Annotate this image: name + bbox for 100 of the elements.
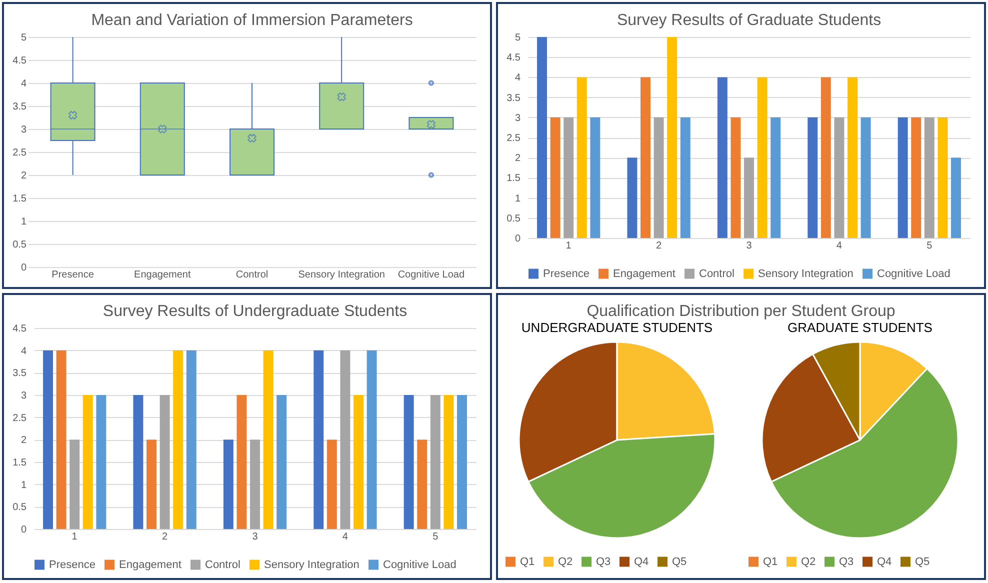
y-tick-label: 1 (20, 216, 27, 228)
bar (640, 77, 650, 238)
y-tick-label: 2.5 (12, 148, 27, 158)
bar (550, 117, 560, 238)
y-tick-label: 3.5 (12, 102, 27, 112)
bar (133, 395, 144, 529)
legend-label: Q3 (839, 556, 854, 568)
legend-label: Control (205, 558, 240, 571)
y-tick-label: 2 (20, 170, 27, 182)
chart-title: Qualification Distribution per Student Group (586, 303, 896, 321)
bar (43, 350, 53, 529)
bar (808, 117, 818, 238)
bar (236, 395, 247, 529)
bar (938, 117, 948, 238)
x-tick-label: 1 (566, 240, 572, 252)
legend-label: Q3 (596, 556, 611, 568)
y-tick-label: 3 (20, 124, 27, 136)
legend-label: Q2 (558, 556, 573, 568)
bar (576, 77, 587, 238)
bar (757, 77, 768, 238)
x-tick-label: Control (236, 270, 268, 280)
x-tick-label: Engagement (134, 270, 191, 280)
bar (537, 37, 547, 238)
y-tick-label: 2.5 (12, 412, 27, 424)
bar (430, 395, 440, 529)
bar (848, 77, 858, 238)
bar (770, 117, 781, 238)
bar (160, 395, 170, 529)
y-tick-label: 1 (20, 480, 27, 491)
bar (276, 395, 287, 529)
bar (564, 117, 574, 238)
y-tick-label: 2 (20, 435, 27, 446)
legend-label: Cognitive Load (383, 558, 456, 571)
bar (340, 350, 350, 529)
bar (444, 395, 454, 529)
y-tick-label: 3 (20, 390, 27, 402)
x-tick-label: 3 (746, 240, 752, 252)
x-tick-label: 1 (72, 532, 78, 542)
legend-label: Q1 (763, 556, 778, 568)
chart-title: Survey Results of Undergraduate Students (102, 303, 408, 320)
y-tick-label: 0 (20, 524, 27, 536)
bar (951, 158, 961, 238)
bar (654, 117, 664, 238)
x-tick-label: 5 (926, 240, 933, 252)
y-tick-label: 0.5 (12, 502, 27, 514)
y-tick-label: 3.5 (12, 368, 27, 380)
y-tick-label: 0.5 (12, 240, 27, 250)
x-tick-label: 2 (656, 240, 662, 252)
bar (173, 350, 184, 529)
x-tick-label: Cognitive Load (398, 270, 465, 280)
bar (263, 350, 274, 529)
bar (590, 117, 600, 238)
bar (70, 440, 80, 529)
bar (146, 440, 156, 529)
legend-label: Q5 (672, 556, 687, 568)
bar (680, 117, 690, 238)
y-tick-label: 5 (514, 32, 521, 44)
legend-label: Q4 (634, 556, 649, 568)
bar (96, 395, 106, 529)
bar (82, 395, 93, 529)
x-tick-label: 4 (836, 240, 842, 252)
y-tick-label: 2.5 (506, 133, 521, 144)
bar (911, 117, 922, 238)
bar (667, 37, 678, 238)
bar (404, 395, 414, 529)
chart-title: Mean and Variation of Immersion Parameters (91, 12, 413, 29)
bar (326, 440, 337, 529)
y-tick-label: 2 (514, 153, 521, 164)
legend-label: Engagement (119, 558, 182, 571)
chart-title: Survey Results of Graduate Students (616, 12, 882, 29)
x-tick-label: 5 (432, 532, 439, 542)
y-tick-label: 0.5 (506, 213, 521, 224)
bar (56, 350, 66, 529)
bar (730, 117, 741, 238)
bar (186, 350, 196, 529)
x-tick-label: 4 (342, 532, 348, 542)
y-tick-label: 1.5 (12, 458, 27, 468)
bar (366, 350, 377, 529)
y-tick-label: 4 (20, 78, 27, 90)
y-tick-label: 3.5 (506, 92, 521, 104)
chart-subtitle: GRADUATE STUDENTS (788, 320, 933, 335)
bar (924, 117, 934, 238)
x-tick-label: 3 (252, 532, 258, 542)
bar (820, 77, 831, 238)
bar (223, 440, 234, 529)
y-tick-label: 4 (514, 72, 521, 84)
bar (744, 158, 754, 238)
legend-label: Sensory Integration (264, 558, 360, 571)
y-tick-label: 0 (20, 262, 27, 274)
x-tick-label: Sensory Integration (298, 270, 385, 280)
legend-label: Presence (49, 558, 96, 571)
y-tick-label: 5 (20, 32, 27, 44)
x-tick-label: Presence (52, 270, 94, 280)
y-tick-label: 4.5 (506, 52, 521, 64)
bar (250, 440, 260, 529)
x-tick-label: 2 (162, 532, 168, 542)
y-tick-label: 4.5 (12, 324, 27, 334)
bar (354, 395, 364, 529)
bar (627, 158, 638, 238)
legend-label: Q2 (801, 556, 816, 568)
